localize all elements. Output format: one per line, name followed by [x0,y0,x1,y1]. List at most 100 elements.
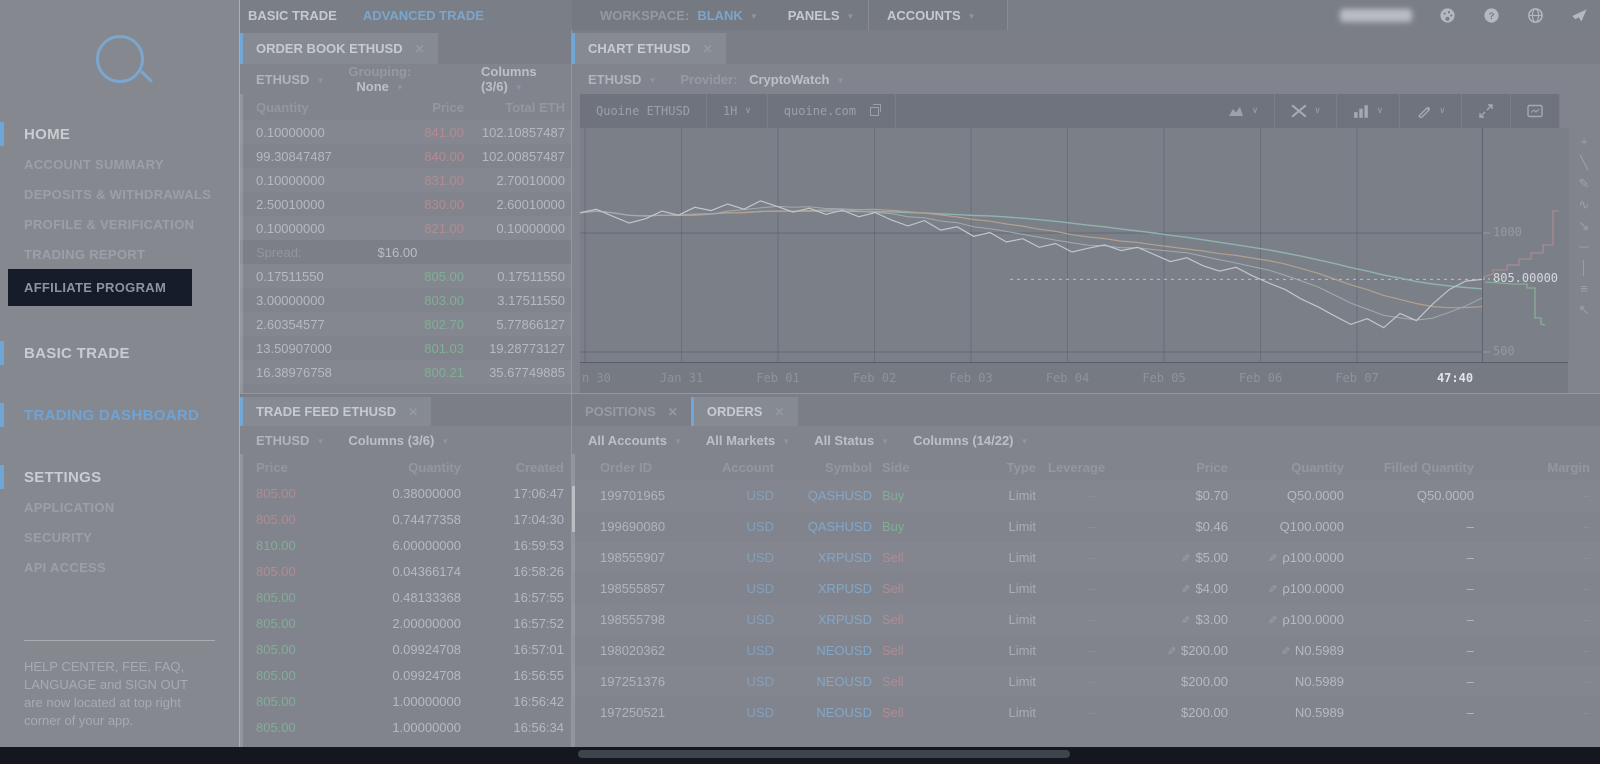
qryptos-logo[interactable] [95,34,144,83]
workspace-dropdown[interactable]: BLANK [697,8,757,23]
sidebar-item[interactable]: ACCOUNT SUMMARY [0,149,239,179]
sidebar-item-label: ACCOUNT SUMMARY [24,156,164,172]
trade-feed-tab[interactable]: TRADE FEED ETHUSD [240,397,432,426]
sidebar-item[interactable]: TRADING DASHBOARD [0,400,239,430]
col-price[interactable]: Price [1196,459,1228,475]
sidebar-item[interactable]: PROFILE & VERIFICATION [0,209,239,239]
order-row[interactable]: 197251376 USD NEOUSD Sell Limit – $200.0… [572,666,1600,697]
chart-tab[interactable]: CHART ETHUSD [572,33,726,64]
sidebar-item[interactable]: DEPOSITS & WITHDRAWALS [0,179,239,209]
draw-tool-icon[interactable]: ≡ [1580,281,1588,296]
edit-quantity-icon[interactable] [1268,553,1277,565]
draw-tool-icon[interactable]: │ [1579,260,1589,275]
col-leverage[interactable]: Leverage [1048,459,1106,475]
edit-price-icon[interactable] [1181,584,1190,596]
col-symbol[interactable]: Symbol [825,459,872,475]
close-icon[interactable] [703,42,713,56]
edit-quantity-icon[interactable] [1268,584,1277,596]
col-margin[interactable]: Margin [1547,459,1590,475]
spread-label: Spread: [256,244,302,260]
close-icon[interactable] [774,405,784,419]
order-row[interactable]: 198555907 USD XRPUSD Sell Limit – $5.00 … [572,542,1600,573]
interval-dropdown[interactable]: 1H ∨ [707,94,768,128]
feed-pair-dropdown[interactable]: ETHUSD [256,433,324,448]
panels-dropdown[interactable]: PANELS [788,8,855,23]
topbar-trade-tabs: BASIC TRADE ADVANCED TRADE [248,0,484,30]
volume-button[interactable]: ∨ [1337,94,1400,128]
draw-tool-icon[interactable]: ↖ [1578,302,1590,317]
provider-dropdown[interactable]: CryptoWatch [749,72,844,87]
theme-palette-icon[interactable] [1439,7,1456,24]
markets-filter-dropdown[interactable]: All Markets [706,433,790,448]
orders-scrollbar[interactable] [572,454,575,747]
order-row[interactable]: 197250521 USD NEOUSD Sell Limit – $200.0… [600,705,1590,720]
close-icon[interactable] [408,405,418,419]
basic-trade-tab[interactable]: BASIC TRADE [248,7,337,23]
order-row[interactable]: 198555857 USD XRPUSD Sell Limit – $4.00 … [572,573,1600,604]
chart-pair-dropdown[interactable]: ETHUSD [588,72,656,87]
positions-tab[interactable]: POSITIONS [572,397,691,426]
order-row[interactable]: 199701965 USD QASHUSD Buy Limit – $0.70 … [572,480,1600,511]
sidebar-item-label: SETTINGS [24,468,102,486]
order-row[interactable]: 198020362 USD NEOUSD Sell Limit – $200.0… [572,635,1600,666]
sidebar-item[interactable]: TRADING REPORT [0,239,239,269]
snapshot-button[interactable] [1511,94,1560,128]
order-row[interactable]: 199690080 USD QASHUSD Buy Limit – $0.46 … [600,519,1590,534]
col-account[interactable]: Account [722,459,774,475]
draw-tool-icon[interactable]: ✎ [1578,176,1590,191]
orders-columns-dropdown[interactable]: Columns (14/22) [913,433,1028,448]
col-order-id[interactable]: Order ID [600,459,653,475]
horizontal-scrollbar[interactable] [578,750,1070,758]
sidebar-item[interactable]: SETTINGS [0,462,239,492]
edit-price-icon[interactable] [1181,553,1190,565]
status-filter-dropdown[interactable]: All Status [814,433,889,448]
trade-feed-scrollbar[interactable] [240,454,243,747]
price-chart[interactable] [580,128,1482,362]
order-book-tab[interactable]: ORDER BOOK ETHUSD [240,33,438,64]
indicators-button[interactable]: ∨ [1275,94,1338,128]
advanced-trade-tab[interactable]: ADVANCED TRADE [362,7,484,23]
grouping-control[interactable]: Grouping: None [348,64,457,94]
draw-tool-icon[interactable]: ─ [1579,239,1589,254]
orders-scrollbar-thumb[interactable] [572,486,575,532]
site-link[interactable]: quoine.com [768,94,897,128]
chart-type-button[interactable]: ∨ [1212,94,1275,128]
sidebar-item[interactable]: HOME [0,119,239,149]
col-type[interactable]: Type [1006,459,1036,475]
provider-control[interactable]: Provider: CryptoWatch [680,72,844,87]
pair-dropdown[interactable]: ETHUSD [256,72,324,87]
sidebar-item[interactable]: BASIC TRADE [0,338,239,368]
edit-quantity-icon[interactable] [1268,615,1277,627]
edit-quantity-icon[interactable] [1281,646,1290,658]
draw-tool-icon[interactable]: + [1580,134,1588,149]
fullscreen-button[interactable] [1462,94,1511,128]
draw-button[interactable]: ∨ [1400,94,1462,128]
close-icon[interactable] [668,405,678,419]
col-side[interactable]: Side [882,459,910,475]
order-book-header: Quantity Price Total ETH [240,94,571,120]
draw-tool-icon[interactable]: ∿ [1578,197,1590,212]
col-quantity[interactable]: Quantity [1291,459,1344,475]
grouping-dropdown[interactable]: None [356,79,403,94]
close-icon[interactable] [415,42,425,56]
draw-tool-icon[interactable]: ↘ [1578,218,1590,233]
sidebar-item[interactable]: APPLICATION [0,492,239,522]
edit-price-icon[interactable] [1167,646,1176,658]
edit-price-icon[interactable] [1181,615,1190,627]
language-globe-icon[interactable] [1527,7,1544,24]
accounts-dropdown[interactable]: ACCOUNTS [887,8,976,23]
help-icon[interactable]: ? [1483,7,1500,24]
sidebar-item[interactable]: AFFILIATE PROGRAM [8,269,192,306]
accounts-filter-dropdown[interactable]: All Accounts [588,433,682,448]
columns-dropdown[interactable]: Columns (3/6) [481,64,571,94]
telegram-send-icon[interactable] [1571,7,1588,24]
col-filled-quantity[interactable]: Filled Quantity [1383,459,1474,475]
sidebar-item[interactable]: SECURITY [0,522,239,552]
orders-tab[interactable]: ORDERS [690,397,798,426]
feed-columns-dropdown[interactable]: Columns (3/6) [348,433,449,448]
order-row[interactable]: 198555798 USD XRPUSD Sell Limit – $3.00 … [572,604,1600,635]
draw-tool-icon[interactable]: ╲ [1580,155,1588,170]
sidebar-item[interactable]: API ACCESS [0,552,239,582]
trade-row: 805.00 2.00000000 16:57:52 [256,615,564,631]
order-book-scrollbar[interactable] [240,94,243,393]
